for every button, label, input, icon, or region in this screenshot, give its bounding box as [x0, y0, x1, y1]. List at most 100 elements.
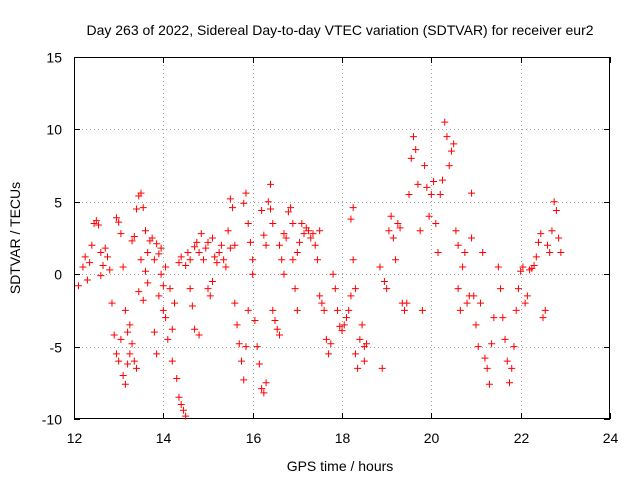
data-point [298, 220, 306, 228]
data-point [153, 240, 161, 248]
data-point [186, 285, 194, 293]
data-point [394, 220, 402, 228]
data-point [117, 335, 125, 343]
data-point [287, 204, 295, 212]
data-point [220, 256, 228, 264]
data-point [182, 262, 190, 270]
data-point [296, 238, 304, 246]
x-tick-label: 18 [335, 430, 351, 446]
data-point [523, 292, 531, 300]
data-point [130, 357, 138, 365]
data-point [468, 189, 476, 197]
data-point [121, 306, 129, 314]
data-point [139, 296, 147, 304]
data-point [208, 277, 216, 285]
data-point [510, 343, 518, 351]
data-point [162, 314, 170, 322]
data-point [179, 406, 187, 414]
data-point [416, 227, 424, 235]
data-point [535, 238, 543, 246]
data-point [479, 248, 487, 256]
data-point [519, 263, 527, 271]
data-point [360, 357, 368, 365]
data-point [338, 327, 346, 335]
data-point [555, 234, 563, 242]
data-point [155, 250, 163, 258]
data-point [401, 306, 409, 314]
data-point [229, 204, 237, 212]
x-tick-label: 22 [514, 430, 530, 446]
data-point [278, 256, 286, 264]
data-point [115, 357, 123, 365]
data-point [231, 299, 239, 307]
data-point [195, 331, 203, 339]
data-point [115, 218, 123, 226]
data-point [249, 256, 257, 264]
data-point [354, 364, 362, 372]
data-point [548, 227, 556, 235]
data-point [144, 279, 152, 287]
data-point [490, 314, 498, 322]
data-point [173, 374, 181, 382]
data-point [468, 234, 476, 242]
data-points [74, 118, 565, 420]
data-point [456, 306, 464, 314]
data-point [81, 253, 89, 261]
data-point [443, 133, 451, 141]
data-point [244, 220, 252, 228]
data-point [336, 322, 344, 330]
data-point [222, 263, 230, 271]
data-point [300, 230, 308, 238]
data-point [421, 162, 429, 170]
data-point [267, 180, 275, 188]
data-point [485, 380, 493, 388]
y-tick-label: -10 [42, 412, 62, 428]
data-point [137, 189, 145, 197]
data-point [414, 180, 422, 188]
data-point [405, 191, 413, 199]
data-point [175, 393, 183, 401]
data-point [141, 227, 149, 235]
data-point [253, 343, 261, 351]
data-point [262, 241, 270, 249]
data-point [240, 376, 248, 384]
data-point [240, 199, 248, 207]
data-point [439, 176, 446, 184]
data-point [385, 227, 393, 235]
data-point [126, 350, 134, 358]
data-point [425, 212, 433, 220]
data-point [246, 238, 254, 246]
data-point [447, 147, 455, 155]
data-point [128, 340, 136, 348]
data-point [358, 321, 366, 329]
data-point [83, 276, 91, 284]
data-point [461, 248, 469, 256]
data-point [392, 256, 400, 264]
data-point [342, 314, 350, 322]
data-point [233, 321, 241, 329]
data-point [454, 241, 462, 249]
data-point [454, 285, 462, 293]
data-point [119, 263, 127, 271]
data-point [157, 270, 165, 278]
data-point [101, 244, 109, 252]
data-point [389, 234, 397, 242]
data-point [112, 214, 120, 222]
data-point [351, 350, 359, 358]
data-point [289, 220, 297, 228]
data-point [318, 299, 326, 307]
data-point [541, 306, 549, 314]
data-point [162, 263, 170, 271]
data-point [159, 306, 167, 314]
data-point [197, 230, 205, 238]
x-axis-label: GPS time / hours [287, 458, 394, 474]
data-point [271, 317, 279, 325]
data-point [329, 270, 337, 278]
data-point [99, 262, 107, 270]
data-point [95, 221, 103, 229]
data-point [168, 357, 176, 365]
data-point [289, 256, 297, 264]
data-point [506, 379, 513, 387]
data-point [235, 340, 243, 348]
data-point [211, 253, 219, 261]
